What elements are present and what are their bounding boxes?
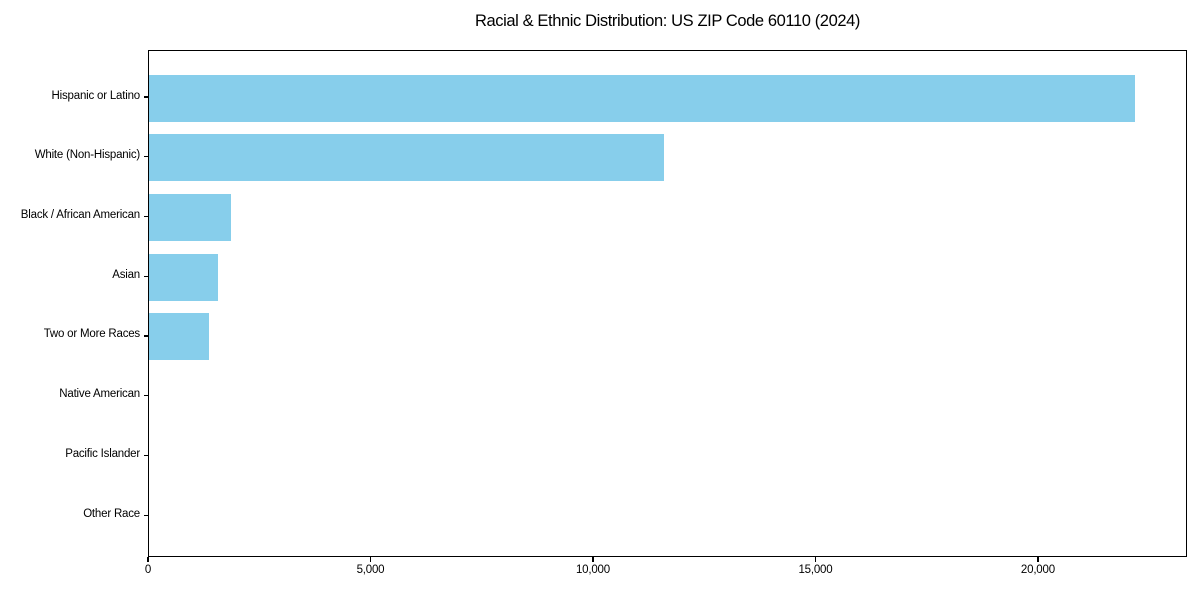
- y-tick-label: Asian: [112, 268, 140, 281]
- y-tick-mark: [143, 96, 148, 98]
- y-tick-mark: [143, 215, 148, 218]
- x-tick-label: 20,000: [1020, 564, 1055, 576]
- y-tick-label: Pacific Islander: [65, 447, 140, 460]
- x-tick-label: 5,000: [356, 564, 385, 576]
- bar-white-non-hispanic: [149, 134, 665, 182]
- bar-two-or-more-races: [149, 313, 209, 361]
- chart-title: Racial & Ethnic Distribution: US ZIP Cod…: [475, 12, 860, 30]
- y-tick-mark: [143, 275, 148, 277]
- y-tick-mark: [143, 514, 148, 516]
- y-tick-label: White (Non-Hispanic): [34, 149, 140, 162]
- y-tick-mark: [143, 395, 148, 397]
- x-tick-label: 15,000: [798, 564, 833, 576]
- x-tick-mark: [147, 557, 149, 562]
- y-tick-mark: [143, 156, 148, 158]
- x-tick-mark: [1037, 557, 1039, 562]
- bar-asian: [149, 253, 218, 301]
- x-tick-mark: [814, 557, 817, 562]
- x-tick-label: 0: [144, 564, 152, 576]
- x-tick-mark: [592, 557, 594, 562]
- y-tick-mark: [143, 454, 148, 456]
- x-tick-label: 10,000: [575, 564, 610, 576]
- y-tick-mark: [143, 335, 148, 337]
- y-tick-label: Other Race: [83, 507, 140, 520]
- y-tick-label: Native American: [59, 388, 140, 401]
- y-tick-label: Two or More Races: [43, 328, 141, 341]
- y-tick-label: Black / African American: [20, 208, 140, 221]
- x-tick-mark: [369, 557, 372, 562]
- plot-area: [148, 50, 1187, 557]
- bar-hispanic-or-latino: [149, 74, 1135, 122]
- y-tick-label: Hispanic or Latino: [51, 89, 141, 102]
- bar-black-african-american: [149, 193, 232, 241]
